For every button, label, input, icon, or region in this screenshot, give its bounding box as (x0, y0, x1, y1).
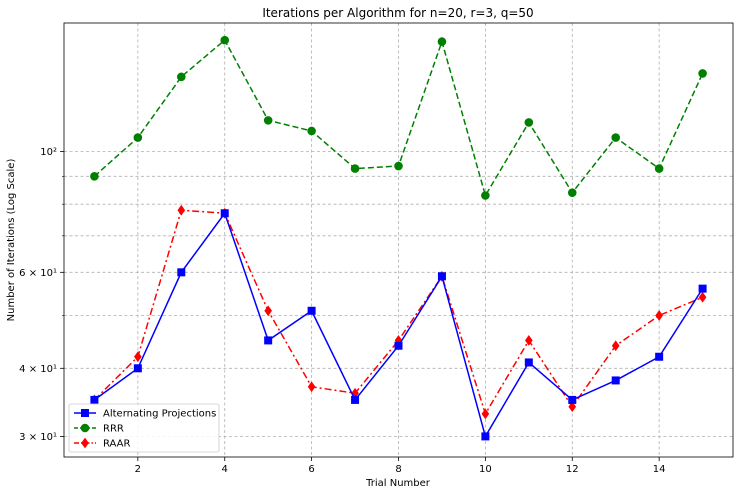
y-tick-label: 6 × 10¹ (19, 268, 57, 279)
x-tick-label: 6 (308, 464, 314, 475)
data-point (220, 209, 229, 218)
data-point (134, 351, 142, 363)
data-point (611, 133, 621, 142)
x-tick-label: 8 (395, 464, 401, 475)
legend-entry: RRR (74, 424, 124, 435)
data-point (133, 364, 142, 373)
data-point (177, 204, 186, 216)
data-point (351, 395, 360, 404)
legend: Alternating Projections RRR RAAR (68, 403, 220, 453)
data-point (80, 423, 90, 433)
data-point (307, 381, 316, 393)
data-point (481, 408, 490, 420)
axes: 2 4 6 8 10 12 14 3 × 10¹ 4 × 10¹ 6 × 10¹ 10² (19, 147, 665, 475)
data-point (568, 401, 577, 413)
x-tick-label: 14 (653, 464, 666, 475)
data-point (133, 133, 143, 142)
y-tick-label: 4 × 10¹ (19, 364, 57, 375)
y-axis-label: Number of Iterations (Log Scale) (6, 159, 17, 322)
x-axis-label: Trial Number (365, 478, 431, 489)
data-point (81, 437, 89, 449)
legend-label: RAAR (103, 439, 131, 450)
data-point (568, 395, 577, 404)
data-point (81, 409, 89, 417)
legend-entry: RAAR (74, 437, 131, 450)
data-point (654, 164, 664, 173)
data-point (698, 291, 707, 303)
data-point (525, 335, 533, 346)
data-point (220, 35, 230, 45)
data-point (481, 191, 490, 200)
data-point (437, 272, 446, 281)
data-point (437, 37, 447, 46)
data-point (698, 284, 707, 293)
data-point (655, 352, 664, 361)
data-point (264, 336, 273, 345)
grid (64, 23, 733, 457)
data-point (567, 188, 577, 197)
x-tick-label: 10 (479, 464, 492, 475)
data-point (307, 126, 316, 136)
data-point (307, 306, 316, 315)
data-point (394, 161, 403, 171)
data-point (698, 69, 707, 78)
legend-box (68, 403, 220, 453)
legend-label: RRR (103, 424, 124, 435)
legend-entry: Alternating Projections (74, 409, 216, 420)
data-point (524, 118, 534, 127)
data-point (350, 164, 360, 173)
chart-title: Iterations per Algorithm for n=20, r=3, … (262, 6, 533, 20)
data-point (90, 395, 99, 404)
y-tick-label: 3 × 10¹ (19, 432, 57, 443)
data-point (524, 358, 533, 367)
y-tick-label: 10² (40, 147, 57, 158)
data-point (177, 268, 186, 277)
data-point (655, 310, 663, 321)
series-line (93, 209, 703, 416)
data-point (394, 341, 403, 350)
x-tick-label: 12 (566, 464, 579, 475)
x-tick-label: 4 (222, 464, 228, 475)
legend-label: Alternating Projections (103, 409, 216, 420)
data-point (264, 305, 272, 317)
series-layer (90, 35, 707, 441)
data-point (611, 376, 620, 385)
data-point (176, 72, 186, 82)
data-point (90, 172, 99, 181)
data-point (611, 340, 620, 352)
data-point (481, 432, 490, 441)
data-point (263, 116, 273, 125)
series-alternating-projections (90, 209, 707, 441)
x-tick-label: 2 (135, 464, 141, 475)
series-rrr (90, 35, 707, 200)
